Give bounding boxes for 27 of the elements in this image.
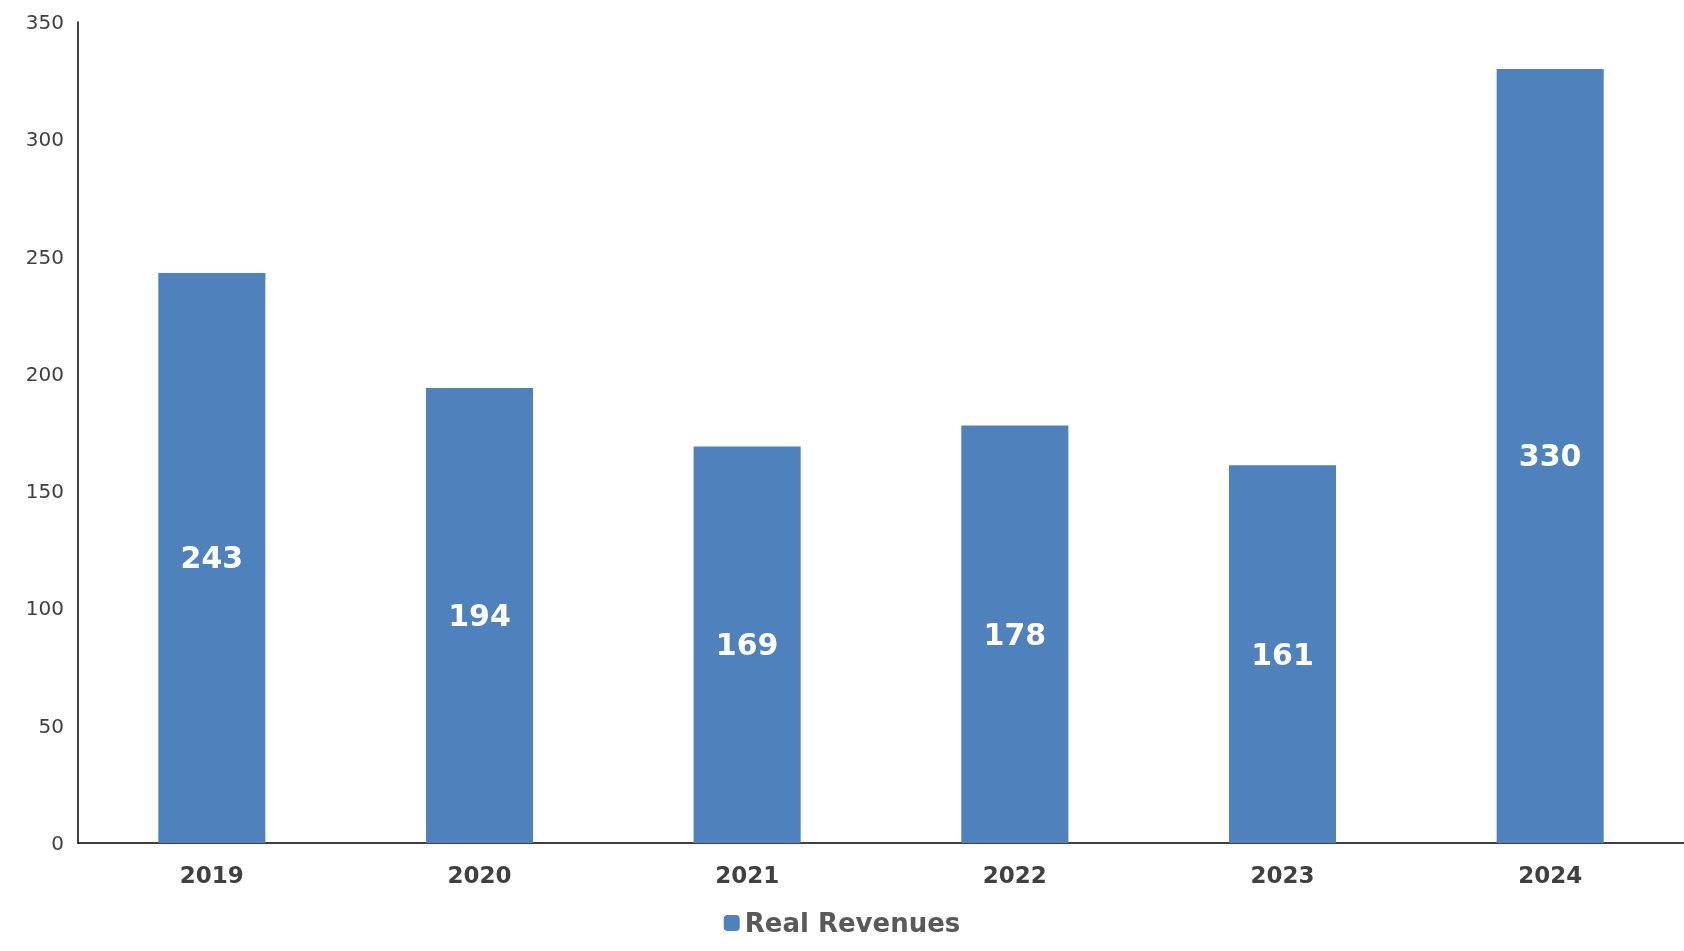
x-tick-label: 2019 bbox=[179, 861, 244, 888]
data-label: 161 bbox=[1251, 636, 1314, 672]
bar bbox=[961, 425, 1069, 843]
y-tick-label: 100 bbox=[25, 596, 64, 621]
bar bbox=[158, 272, 266, 843]
bar bbox=[1228, 465, 1337, 843]
data-label: 243 bbox=[180, 540, 244, 576]
y-tick-label: 250 bbox=[25, 244, 64, 269]
y-tick-label: 50 bbox=[38, 713, 64, 738]
data-label: 178 bbox=[983, 616, 1047, 652]
bar bbox=[1496, 68, 1604, 843]
data-label: 169 bbox=[715, 627, 779, 663]
x-tick-label: 2020 bbox=[447, 861, 512, 888]
y-tick-label: 350 bbox=[25, 10, 64, 34]
y-tick-label: 300 bbox=[25, 127, 64, 152]
y-tick-label: 200 bbox=[25, 361, 64, 386]
x-tick-label: 2023 bbox=[1250, 861, 1315, 888]
data-label: 330 bbox=[1518, 438, 1582, 474]
data-label: 194 bbox=[448, 597, 511, 633]
x-tick-label: 2021 bbox=[715, 861, 780, 888]
x-tick-label: 2022 bbox=[982, 861, 1047, 888]
legend-label: Real Revenues bbox=[744, 908, 961, 938]
bar bbox=[425, 387, 534, 843]
bar bbox=[693, 446, 801, 843]
x-tick-label: 2024 bbox=[1518, 861, 1583, 888]
y-tick-label: 150 bbox=[25, 479, 64, 504]
y-tick-label: 0 bbox=[51, 831, 64, 855]
